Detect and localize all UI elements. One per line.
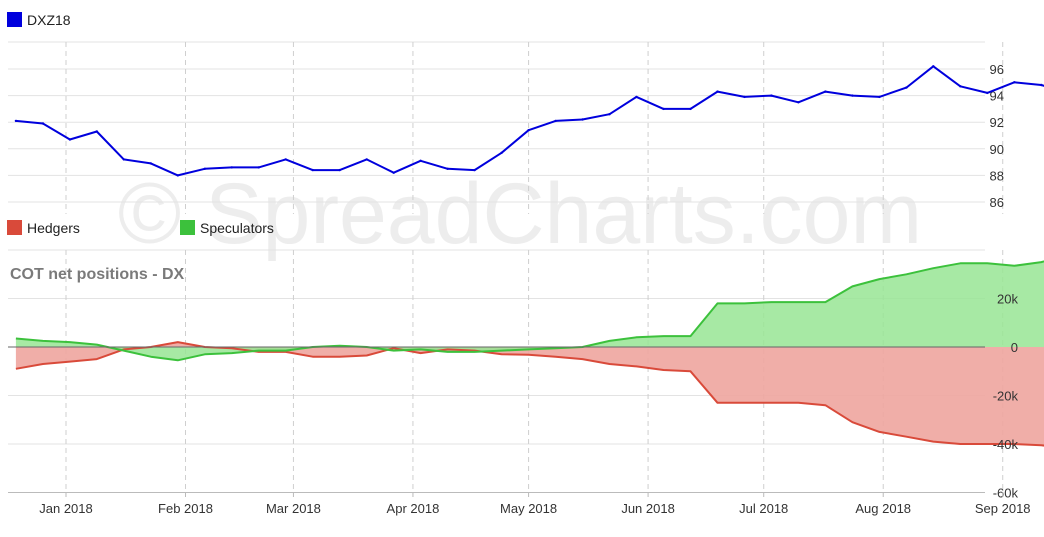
price-point — [473, 168, 476, 172]
cot-y-tick-label: -20k — [993, 389, 1019, 404]
x-tick-label: Jul 2018 — [739, 501, 788, 516]
price-y-tick-label: 96 — [990, 62, 1004, 77]
price-point — [1013, 81, 1016, 84]
hedgers-legend-swatch — [7, 220, 22, 235]
price-point — [581, 118, 584, 121]
price-series-line — [15, 65, 1044, 177]
cot-panel-title: COT net positions - DX — [10, 266, 185, 283]
speculators-legend-swatch — [180, 220, 195, 235]
price-point — [68, 138, 72, 141]
price-point — [635, 95, 638, 99]
hedgers-area — [15, 342, 1044, 446]
speculators-area — [15, 261, 1044, 361]
cot-y-axis: 20k 0 -20k -40k -60k — [993, 292, 1019, 501]
price-y-tick-label: 90 — [990, 142, 1004, 157]
price-point — [743, 95, 746, 99]
x-tick-label: Sep 2018 — [975, 501, 1031, 516]
price-y-tick-label: 88 — [990, 168, 1004, 183]
watermark: © SpreadCharts.com — [118, 166, 922, 262]
price-y-tick-label: 92 — [990, 115, 1004, 130]
price-point — [257, 166, 260, 169]
price-point — [716, 90, 719, 93]
speculators-legend[interactable]: Speculators — [180, 220, 274, 236]
hedgers-legend[interactable]: Hedgers — [7, 220, 80, 236]
price-point — [689, 107, 692, 111]
price-point — [149, 162, 152, 165]
price-point — [959, 85, 962, 88]
price-point — [905, 86, 908, 89]
x-tick-label: Apr 2018 — [387, 501, 440, 516]
cot-y-tick-label: 20k — [997, 292, 1018, 307]
price-y-tick-label: 94 — [990, 89, 1004, 104]
price-point — [41, 122, 45, 125]
cot-y-tick-label: -60k — [993, 486, 1019, 501]
x-tick-label: Jan 2018 — [39, 501, 93, 516]
price-point — [608, 113, 611, 116]
price-point — [797, 101, 800, 104]
price-point — [851, 94, 854, 97]
x-tick-label: May 2018 — [500, 501, 557, 516]
price-grid — [8, 41, 1004, 214]
price-legend[interactable]: DXZ18 — [7, 12, 71, 28]
cot-y-tick-label: 0 — [1011, 340, 1018, 355]
price-point — [554, 119, 557, 123]
price-point — [446, 167, 449, 170]
price-point — [419, 159, 422, 162]
cot-plot — [8, 260, 1044, 447]
price-point — [365, 158, 368, 161]
x-tick-label: Aug 2018 — [855, 501, 911, 516]
speculators-series-line — [15, 260, 1044, 362]
price-point — [392, 171, 395, 174]
price-point — [1040, 83, 1043, 87]
price-point — [122, 158, 126, 161]
price-point — [500, 151, 503, 154]
price-plot — [14, 65, 1044, 177]
price-point — [311, 168, 314, 172]
price-y-tick-label: 86 — [990, 195, 1004, 210]
x-tick-label: Feb 2018 — [158, 501, 213, 516]
price-legend-label: DXZ18 — [27, 12, 71, 28]
price-point — [878, 95, 881, 99]
price-point — [230, 166, 233, 169]
price-point — [527, 129, 530, 132]
price-legend-swatch — [7, 12, 22, 27]
hedgers-series-line — [15, 341, 1044, 447]
price-point — [203, 167, 206, 170]
price-y-axis: 86 88 90 92 94 96 — [990, 62, 1004, 210]
price-point — [824, 90, 827, 93]
price-point — [176, 174, 179, 177]
x-tick-label: Jun 2018 — [621, 501, 675, 516]
price-point — [14, 119, 18, 123]
price-point — [932, 65, 935, 68]
x-axis: Jan 2018 Feb 2018 Mar 2018 Apr 2018 May 2018… — [39, 492, 1031, 516]
price-point — [986, 91, 989, 95]
price-point — [770, 94, 773, 97]
hedgers-legend-label: Hedgers — [27, 220, 80, 236]
cot-y-tick-label: -40k — [993, 437, 1019, 452]
x-tick-label: Mar 2018 — [266, 501, 321, 516]
price-point — [662, 107, 665, 111]
price-point — [95, 130, 99, 133]
price-point — [338, 168, 341, 172]
speculators-legend-label: Speculators — [200, 220, 274, 236]
price-point — [284, 158, 287, 161]
